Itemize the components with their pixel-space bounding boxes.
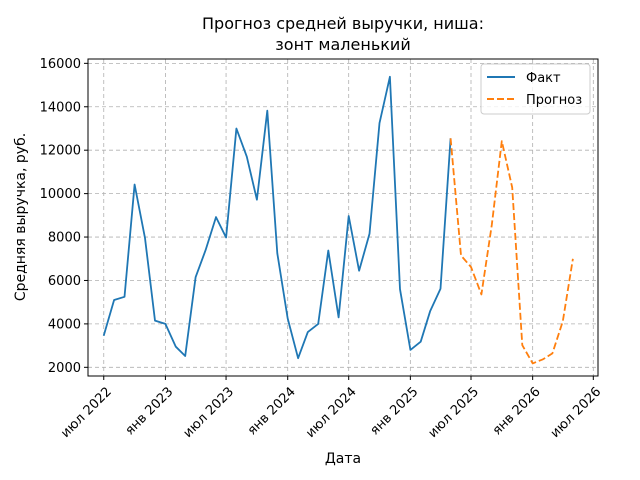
y-tick-label: 2000 — [48, 361, 81, 376]
chart-title-line-2: зонт маленький — [275, 35, 410, 54]
legend-label-forecast: Прогноз — [526, 93, 582, 108]
legend-label-fact: Факт — [526, 71, 561, 86]
grid — [88, 59, 598, 376]
y-tick-label: 4000 — [48, 317, 81, 332]
y-axis-label: Средняя выручка, руб. — [13, 133, 29, 301]
y-tick-label: 16000 — [40, 57, 81, 72]
series-line-forecast — [449, 138, 574, 365]
chart-title-line-1: Прогноз средней выручки, ниша: — [202, 14, 484, 33]
y-tick-label: 6000 — [48, 274, 81, 289]
y-tick-label: 10000 — [40, 187, 81, 202]
y-tick-label: 12000 — [40, 144, 81, 159]
x-axis-label: Дата — [325, 451, 361, 467]
series-line-fact — [102, 75, 452, 360]
legend: Факт Прогноз — [480, 63, 591, 115]
y-tick-label: 8000 — [48, 231, 81, 246]
plot-lines — [102, 75, 574, 365]
y-tick-label: 14000 — [40, 100, 81, 115]
plot-frame — [87, 58, 599, 377]
